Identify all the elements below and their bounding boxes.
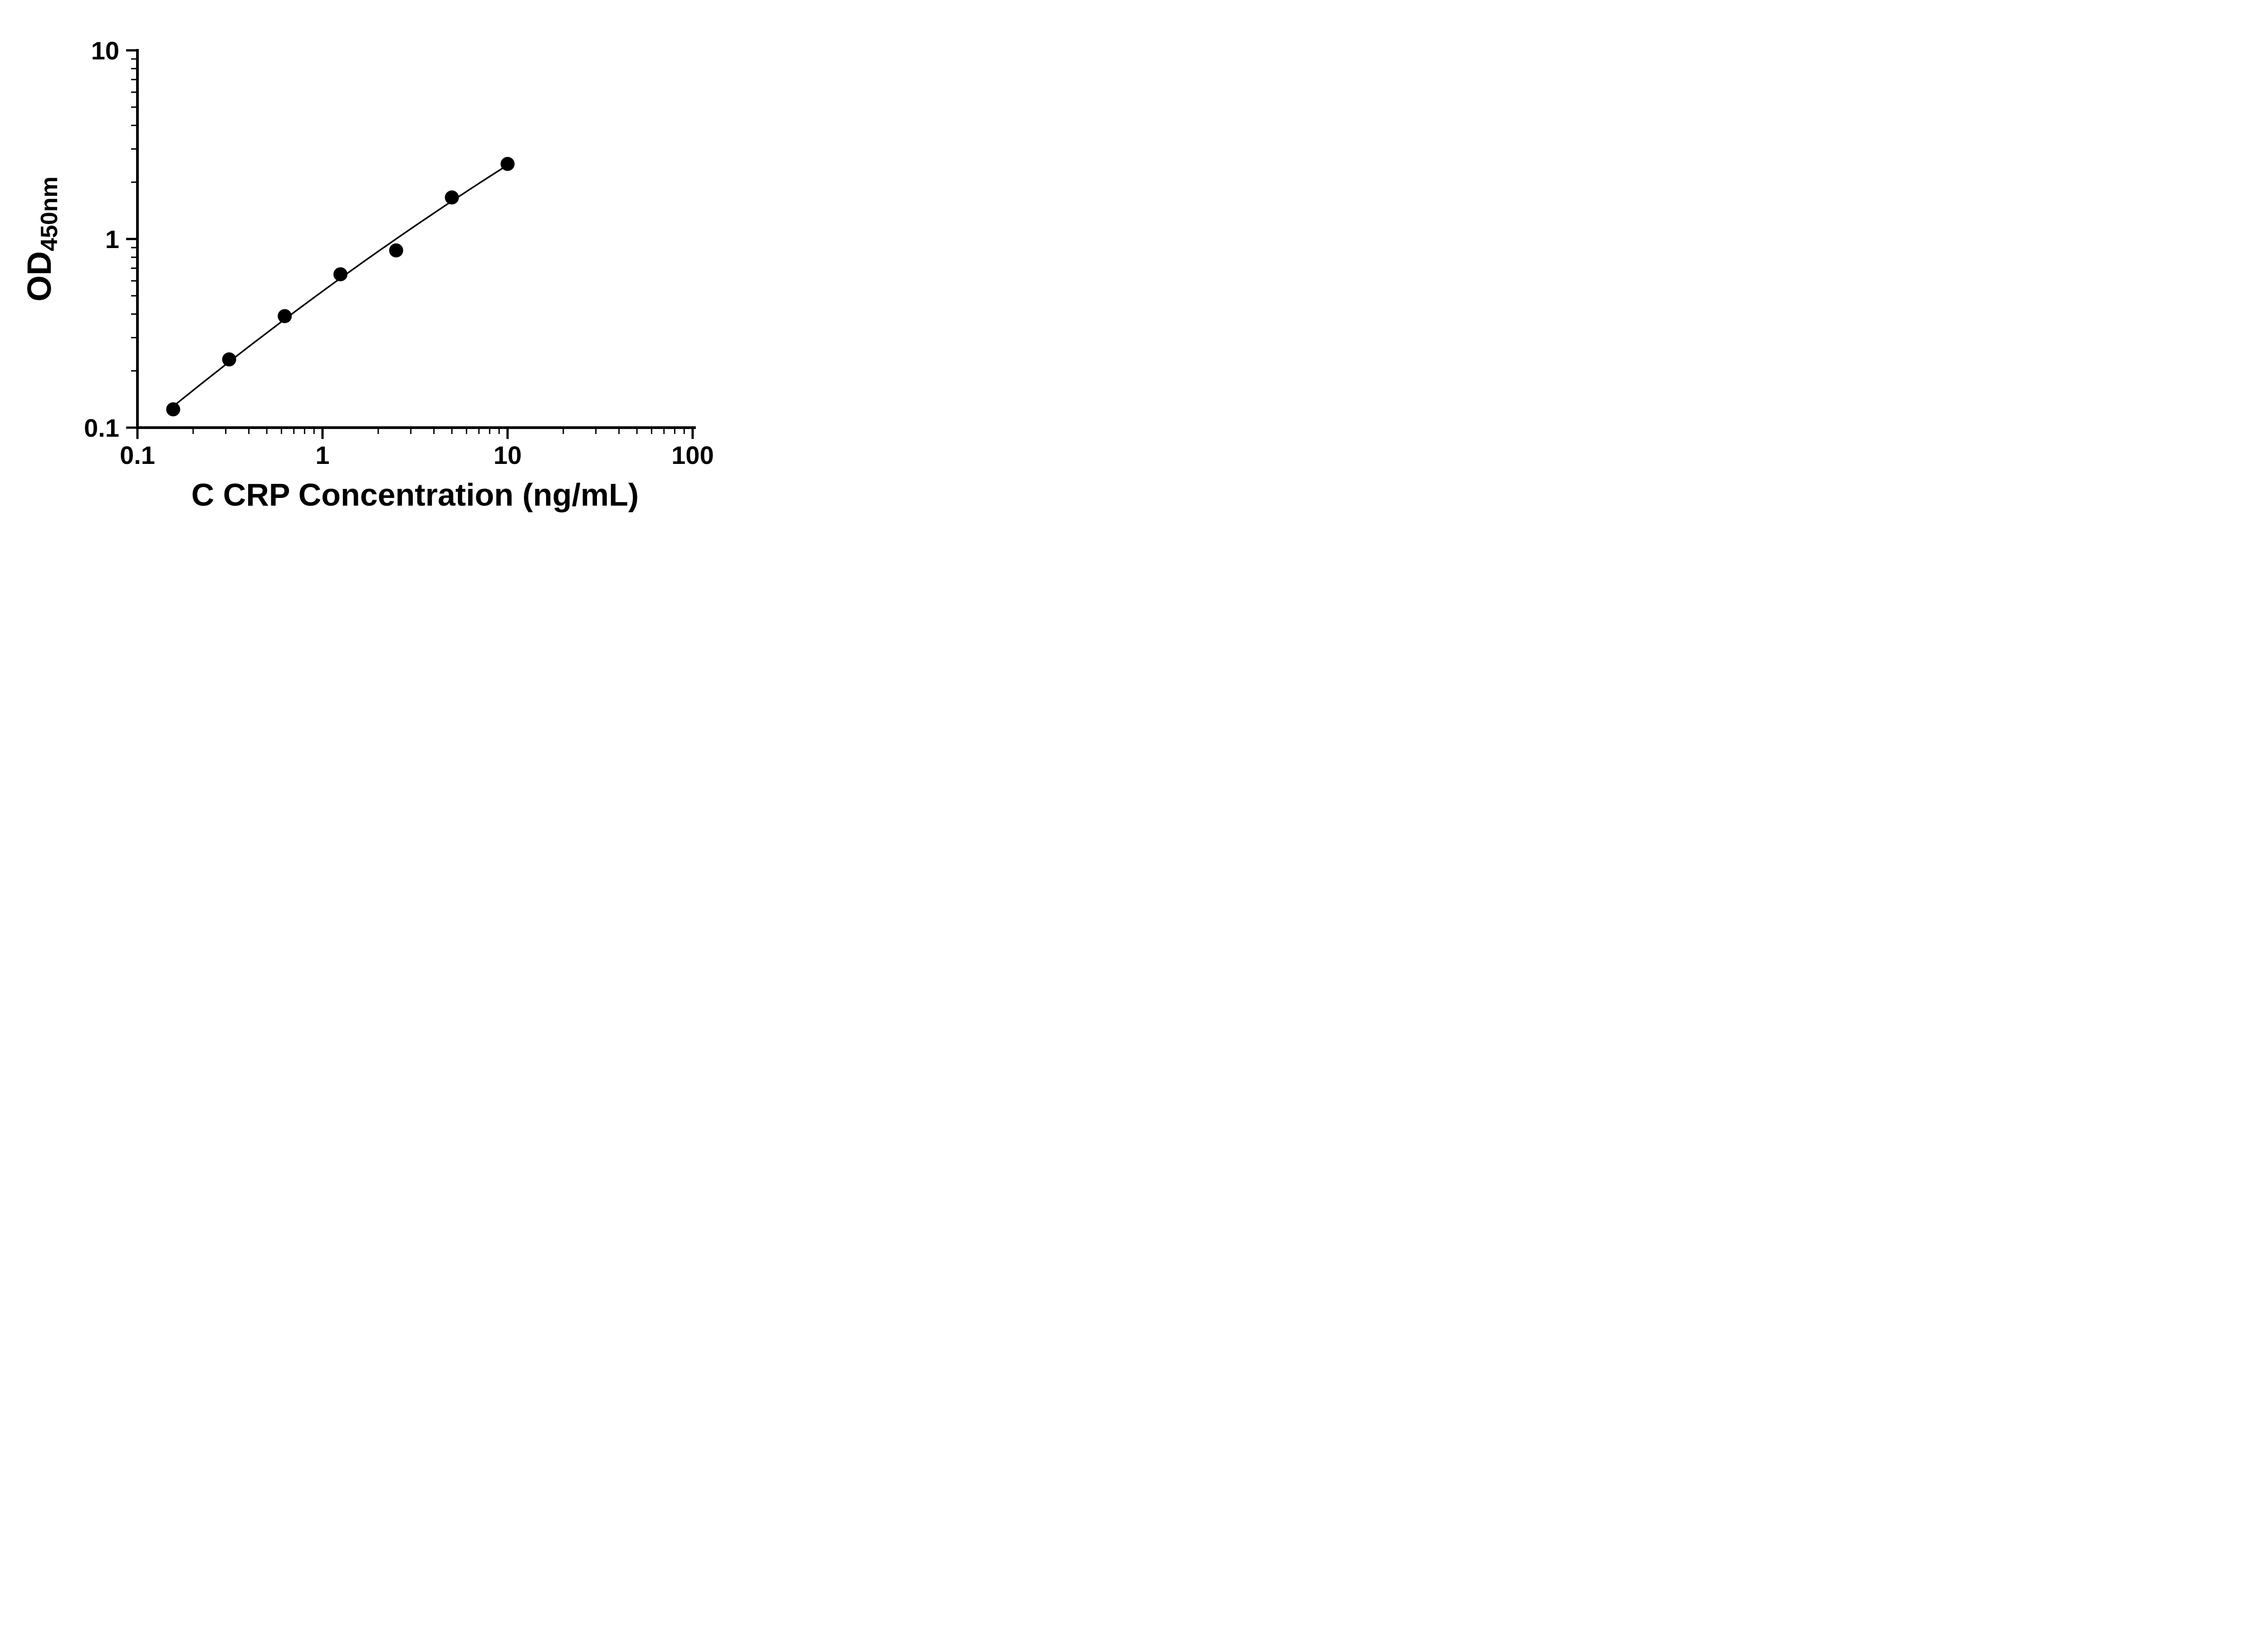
- data-point: [389, 243, 403, 258]
- elisa-standard-curve-figure: C CRP Concentration (ng/mL) OD450nm 0.1 1…: [0, 0, 765, 546]
- y-axis-title-subscript: 450nm: [36, 176, 63, 251]
- axis-spines: [136, 49, 696, 429]
- crp-standard-curve-chart: C CRP Concentration (ng/mL) OD450nm 0.1 1…: [20, 36, 714, 512]
- y-axis-title: OD450nm: [20, 176, 63, 302]
- y-tick-label: 1: [105, 225, 119, 253]
- y-tick-label: 10: [91, 36, 119, 65]
- data-point: [445, 190, 459, 205]
- y-axis-title-main: OD: [20, 251, 58, 302]
- y-tick-label: 0.1: [84, 414, 119, 442]
- x-axis-title: C CRP Concentration (ng/mL): [191, 477, 639, 512]
- data-point: [333, 267, 348, 282]
- x-tick-label: 100: [671, 441, 714, 469]
- data-point: [500, 156, 515, 171]
- x-tick-label: 1: [315, 441, 329, 469]
- x-tick-label: 10: [494, 441, 522, 469]
- data-point: [278, 309, 292, 323]
- x-tick-label: 0.1: [120, 441, 155, 469]
- data-point: [222, 352, 236, 367]
- data-point: [166, 402, 181, 417]
